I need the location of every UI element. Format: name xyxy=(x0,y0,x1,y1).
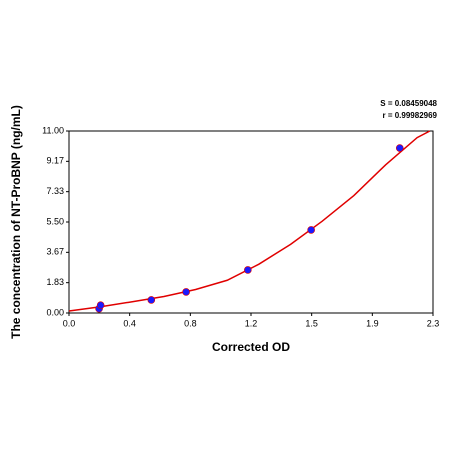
annotation: r = 0.99982969 xyxy=(383,111,438,120)
x-tick-label: 1.2 xyxy=(245,318,258,328)
x-tick-label: 0.8 xyxy=(184,318,197,328)
y-tick-label: 7.33 xyxy=(46,186,64,196)
point xyxy=(244,266,252,274)
x-tick-label: 0.0 xyxy=(63,318,76,328)
y-tick-label: 11.00 xyxy=(42,125,64,135)
y-axis-label: The concentration of NT-ProBNP (ng/mL) xyxy=(9,105,23,339)
x-tick-label: 1.9 xyxy=(366,318,379,328)
y-tick-label: 0.00 xyxy=(46,307,64,317)
x-tick-label: 0.4 xyxy=(123,318,136,328)
point xyxy=(96,301,105,310)
x-axis-label: Corrected OD xyxy=(212,340,290,354)
point xyxy=(147,296,156,304)
y-tick-label: 9.17 xyxy=(46,156,64,166)
y-tick-label: 1.83 xyxy=(46,277,64,287)
y-tick-label: 5.50 xyxy=(46,216,64,226)
fit-curve xyxy=(68,130,431,312)
point xyxy=(395,144,404,152)
point xyxy=(307,226,315,234)
x-tick-label: 1.5 xyxy=(305,318,318,328)
y-tick-label: 3.67 xyxy=(46,247,64,257)
annotation: S = 0.08459048 xyxy=(380,99,437,108)
plot-frame xyxy=(68,130,434,314)
x-tick-label: 2.3 xyxy=(427,318,440,328)
point xyxy=(182,288,190,296)
